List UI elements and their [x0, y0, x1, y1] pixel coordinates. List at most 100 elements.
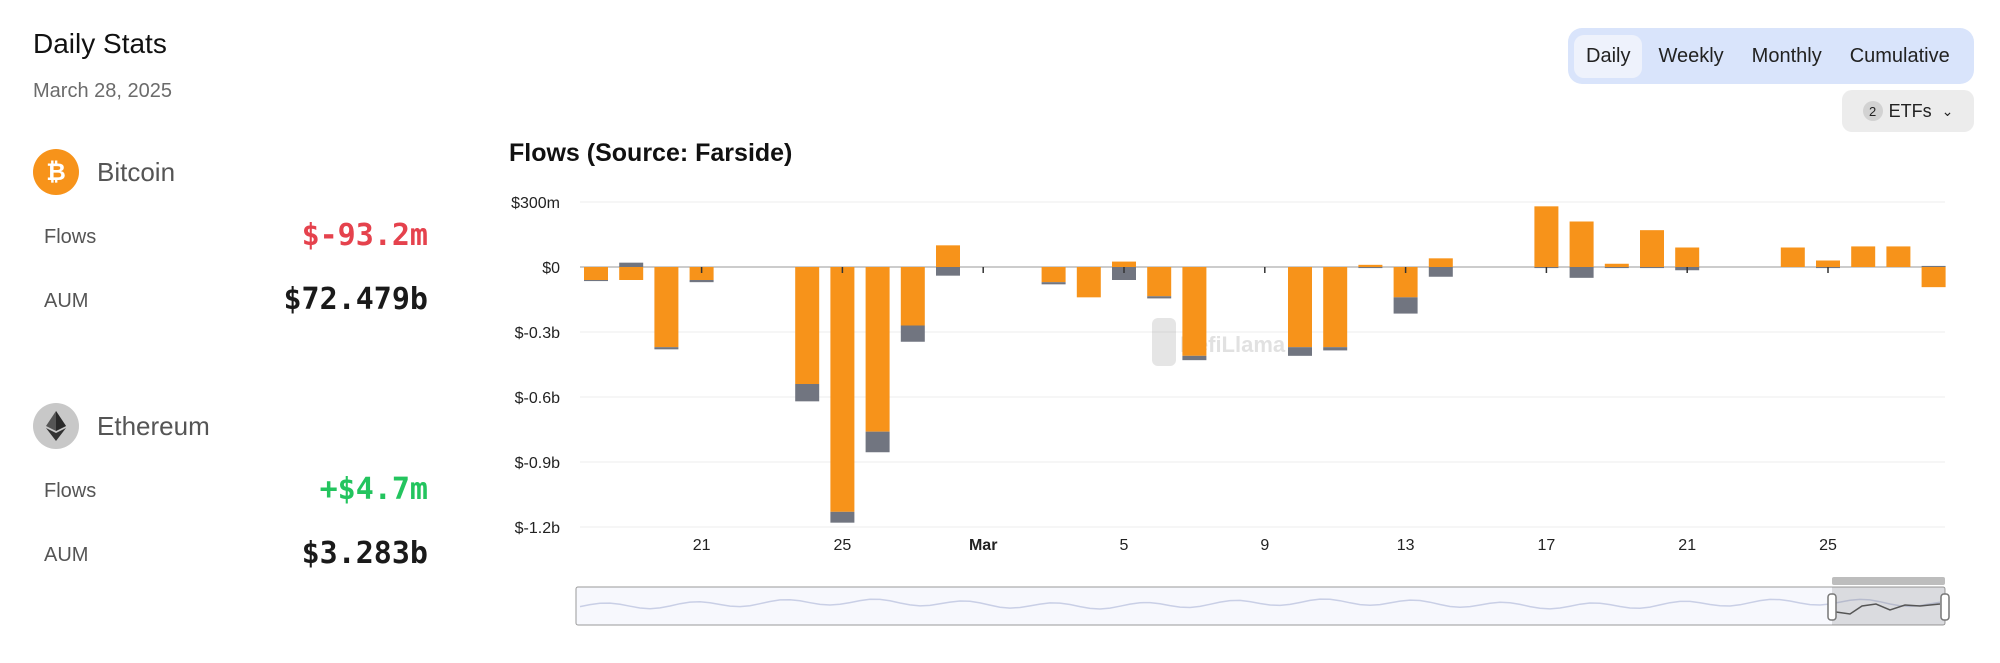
tab-daily[interactable]: Daily — [1574, 34, 1643, 78]
bitcoin-bar — [689, 267, 714, 280]
bitcoin-bar — [1780, 247, 1805, 267]
stats-date: March 28, 2025 — [33, 80, 172, 102]
bitcoin-bar — [865, 267, 890, 432]
ethereum-bar — [830, 511, 855, 523]
x-tick-label: Mar — [969, 537, 997, 554]
slider-handle-right[interactable] — [1940, 593, 1950, 621]
ethereum-bar — [689, 280, 714, 283]
ethereum-bar — [1569, 267, 1594, 278]
tab-monthly[interactable]: Monthly — [1751, 44, 1822, 67]
bitcoin-bar — [1534, 206, 1559, 267]
bitcoin-name: Bitcoin — [97, 156, 176, 187]
x-tick-label: 17 — [1538, 537, 1556, 554]
x-axis: 21 25 Mar 5 9 13 17 21 25 — [693, 267, 1837, 554]
y-tick-label: $-0.6b — [515, 390, 560, 407]
ethereum-bar — [1358, 267, 1383, 269]
ethereum-bar — [1604, 267, 1629, 269]
chevron-down-icon: ⌄ — [1941, 102, 1954, 119]
ethereum-bar — [1428, 267, 1453, 277]
bitcoin-bar — [1604, 263, 1629, 267]
y-tick-label: $-0.9b — [515, 455, 560, 472]
y-tick-label: $0 — [542, 260, 560, 277]
ethereum-bar — [1393, 297, 1418, 314]
bitcoin-bar — [1288, 267, 1312, 348]
ethereum-aum-value: $3.283b — [301, 536, 428, 571]
bitcoin-flows-row: Flows $-93.2m — [33, 206, 428, 270]
bitcoin-bar — [1640, 230, 1664, 267]
bitcoin-bar — [1041, 267, 1066, 283]
ethereum-header: Ethereum — [33, 402, 428, 450]
chart-title: Flows (Source: Farside) — [509, 139, 793, 167]
y-tick-label: $300m — [511, 195, 560, 212]
slider-sparkline — [579, 598, 1941, 610]
ethereum-bar — [1182, 355, 1207, 361]
bitcoin-bar — [936, 245, 960, 267]
slider-sparkline-selected — [1835, 603, 1941, 615]
bitcoin-header: ₿ Bitcoin — [33, 148, 428, 196]
llama-logo-icon — [1152, 318, 1176, 366]
ethereum-bar — [1640, 267, 1664, 269]
bitcoin-bar — [1569, 221, 1594, 267]
defillama-watermark: DefiLlama — [1152, 318, 1286, 366]
ethereum-flows-row: Flows +$4.7m — [33, 460, 428, 524]
x-tick-label: 5 — [1120, 537, 1129, 554]
bitcoin-bar — [1675, 247, 1700, 267]
slider-selection — [1832, 587, 1945, 625]
etf-filter-label: ETFs — [1888, 100, 1932, 121]
x-tick-label: 13 — [1397, 537, 1415, 554]
bitcoin-bar — [1886, 246, 1911, 267]
ethereum-flows-label: Flows — [44, 480, 97, 502]
ethereum-bar — [795, 384, 820, 402]
bitcoin-bar — [900, 267, 925, 326]
bitcoin-aum-label: AUM — [44, 290, 89, 312]
ethereum-bar — [1323, 347, 1348, 351]
x-tick-label: 21 — [1678, 537, 1696, 554]
chart-grid — [580, 201, 1945, 528]
tab-weekly[interactable]: Weekly — [1658, 44, 1724, 67]
bitcoin-bar — [584, 267, 608, 280]
ethereum-bar — [1147, 296, 1172, 299]
ethereum-icon — [33, 403, 79, 449]
ethereum-flows-value: +$4.7m — [319, 472, 428, 507]
etf-count-badge: 2 — [1862, 101, 1883, 121]
bitcoin-bar — [654, 267, 679, 348]
slider-drag-bar — [1832, 577, 1945, 585]
x-tick-label: 9 — [1260, 537, 1269, 554]
x-tick-label: 25 — [834, 537, 852, 554]
ethereum-bar — [1288, 347, 1312, 356]
ethereum-bar — [619, 262, 644, 267]
ethereum-bar — [654, 347, 679, 350]
ethereum-aum-row: AUM $3.283b — [33, 524, 428, 588]
bitcoin-bar — [795, 267, 820, 384]
bitcoin-bar — [1921, 267, 1946, 288]
bitcoin-bar — [1112, 261, 1136, 267]
bitcoin-bar — [1428, 258, 1453, 267]
y-axis: $300m $0 $-0.3b $-0.6b $-0.9b $-1.2b — [511, 195, 560, 537]
y-tick-label: $-0.3b — [515, 325, 560, 342]
bitcoin-aum-row: AUM $72.479b — [33, 270, 428, 334]
zoom-slider — [575, 577, 1950, 626]
svg-text:₿: ₿ — [46, 159, 66, 186]
bitcoin-bar — [1358, 264, 1383, 267]
x-tick-label: 25 — [1819, 537, 1837, 554]
ethereum-bar — [584, 280, 608, 282]
etf-filter-button[interactable]: 2 ETFs ⌄ — [1842, 90, 1974, 132]
bitcoin-bar — [1323, 267, 1348, 348]
y-tick-label: $-1.2b — [515, 520, 560, 537]
bitcoin-flows-value: $-93.2m — [301, 218, 428, 253]
page-title: Daily Stats — [33, 28, 167, 59]
slider-handle-left[interactable] — [1827, 593, 1837, 621]
ethereum-bar — [1112, 267, 1136, 280]
bitcoin-stats: ₿ Bitcoin Flows $-93.2m AUM $72.479b — [33, 148, 428, 334]
ethereum-bar — [1921, 265, 1946, 267]
slider-track — [575, 586, 1946, 626]
bitcoin-aum-value: $72.479b — [283, 282, 429, 317]
bitcoin-bar — [1816, 260, 1840, 267]
bitcoin-icon: ₿ — [33, 149, 79, 195]
ethereum-bar — [936, 267, 960, 276]
bitcoin-bar — [1147, 267, 1172, 297]
ethereum-bar — [1041, 282, 1066, 285]
bitcoin-bar — [1076, 267, 1101, 298]
tab-cumulative[interactable]: Cumulative — [1849, 44, 1950, 67]
